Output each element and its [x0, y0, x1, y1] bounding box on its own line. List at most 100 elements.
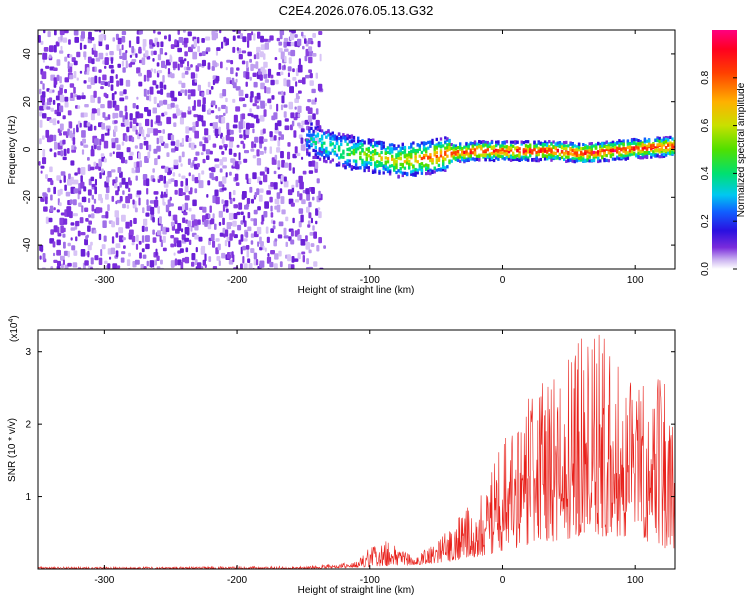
heatmap-cell — [221, 151, 225, 155]
heatmap-cell — [115, 74, 118, 79]
heatmap-cell — [247, 40, 250, 48]
heatmap-cell — [312, 225, 315, 231]
heatmap-cell — [450, 159, 453, 163]
heatmap-cell — [247, 51, 252, 57]
heatmap-cell — [622, 154, 625, 158]
heatmap-cell — [180, 63, 184, 68]
heatmap-cell — [260, 82, 265, 90]
heatmap-cell — [206, 47, 211, 52]
heatmap-cell — [155, 84, 159, 89]
heatmap-cell — [49, 134, 54, 142]
heatmap-cell — [226, 122, 230, 130]
heatmap-cell — [475, 144, 479, 148]
heatmap-cell — [311, 88, 316, 94]
heatmap-cell — [357, 144, 360, 148]
heatmap-cell — [239, 134, 243, 139]
heatmap-cell — [99, 138, 102, 146]
heatmap-cell — [560, 155, 564, 159]
heatmap-cell — [253, 218, 257, 226]
heatmap-cell — [209, 89, 212, 95]
heatmap-cell — [172, 113, 178, 119]
heatmap-cell — [524, 157, 528, 161]
heatmap-cell — [166, 116, 172, 125]
top-plot-frame — [37, 29, 676, 270]
heatmap-cell — [100, 81, 106, 85]
heatmap-cell — [414, 167, 417, 172]
heatmap-cell — [91, 204, 95, 212]
heatmap-cell — [195, 247, 198, 253]
heatmap-cell — [318, 152, 322, 156]
heatmap-cell — [420, 162, 424, 166]
heatmap-cell — [478, 140, 481, 144]
heatmap-cell — [67, 148, 70, 154]
heatmap-cell — [42, 192, 47, 197]
heatmap-cell — [503, 149, 506, 153]
heatmap-cell — [199, 141, 203, 147]
heatmap-cell — [340, 155, 343, 159]
heatmap-cell — [388, 172, 392, 176]
heatmap-cell — [243, 263, 248, 269]
heatmap-cell — [99, 30, 102, 33]
heatmap-cell — [283, 104, 288, 108]
heatmap-cell — [98, 257, 103, 265]
heatmap-cell — [88, 214, 92, 218]
heatmap-cell — [295, 81, 298, 87]
heatmap-cell — [316, 245, 320, 252]
heatmap-cell — [297, 228, 300, 235]
heatmap-cell — [537, 141, 540, 145]
heatmap-cell — [418, 164, 421, 168]
heatmap-cell — [233, 114, 238, 123]
heatmap-cell — [164, 166, 169, 173]
heatmap-cell — [156, 266, 161, 269]
heatmap-cell — [658, 136, 661, 140]
heatmap-cell — [603, 151, 606, 156]
heatmap-cell — [367, 154, 370, 158]
heatmap-cell — [635, 145, 638, 149]
heatmap-cell — [152, 168, 155, 173]
heatmap-cell — [535, 144, 538, 148]
heatmap-cell — [287, 66, 292, 72]
heatmap-cell — [352, 143, 356, 147]
heatmap-cell — [643, 143, 647, 148]
heatmap-cell — [656, 149, 659, 153]
heatmap-cell — [308, 26, 311, 30]
heatmap-cell — [129, 113, 133, 121]
heatmap-cell — [225, 208, 229, 213]
heatmap-cell — [374, 161, 377, 165]
heatmap-cell — [529, 150, 532, 154]
heatmap-cell — [354, 166, 358, 170]
heatmap-cell — [229, 171, 232, 176]
heatmap-cell — [91, 108, 97, 114]
heatmap-cell — [104, 181, 109, 188]
heatmap-cell — [248, 178, 252, 184]
heatmap-cell — [256, 158, 262, 166]
heatmap-cell — [131, 242, 135, 246]
heatmap-cell — [463, 145, 466, 149]
heatmap-cell — [565, 140, 568, 144]
heatmap-cell — [465, 158, 468, 163]
heatmap-cell — [83, 120, 88, 128]
heatmap-cell — [94, 138, 99, 146]
heatmap-cell — [618, 144, 621, 148]
heatmap-cell — [188, 207, 192, 212]
heatmap-cell — [309, 73, 313, 79]
heatmap-cell — [222, 227, 226, 234]
heatmap-cell — [367, 161, 370, 165]
heatmap-cell — [162, 129, 165, 134]
heatmap-cell — [577, 142, 581, 146]
heatmap-cell — [308, 130, 311, 134]
heatmap-cell — [52, 89, 55, 93]
heatmap-cell — [218, 260, 221, 266]
heatmap-cell — [301, 251, 306, 255]
heatmap-cell — [331, 137, 334, 141]
heatmap-cells — [38, 26, 675, 269]
heatmap-cell — [225, 172, 228, 178]
heatmap-cell — [459, 147, 462, 151]
heatmap-cell — [486, 143, 489, 147]
heatmap-cell — [505, 140, 509, 144]
heatmap-cell — [98, 233, 102, 241]
heatmap-cell — [152, 237, 157, 243]
heatmap-cell — [656, 154, 659, 158]
heatmap-cell — [217, 243, 221, 251]
heatmap-cell — [47, 187, 51, 193]
